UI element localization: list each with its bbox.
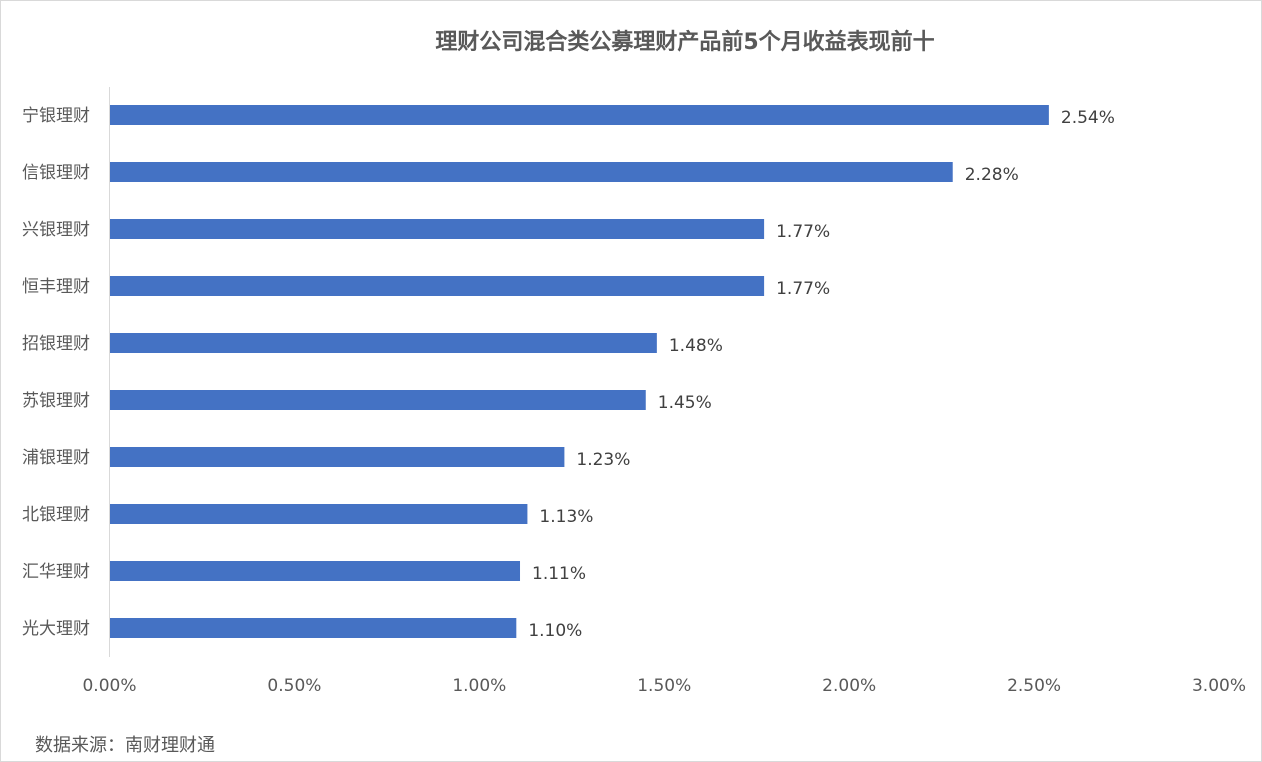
data-label: 1.77% — [776, 279, 830, 299]
data-label: 1.11% — [532, 564, 586, 584]
category-label: 北银理财 — [22, 505, 90, 525]
data-label: 1.48% — [669, 336, 723, 356]
bar — [110, 618, 517, 638]
bar — [110, 276, 765, 296]
bar — [110, 219, 765, 239]
bar — [110, 561, 521, 581]
category-label: 兴银理财 — [22, 220, 90, 240]
category-label: 信银理财 — [22, 163, 90, 183]
x-tick-label: 1.50% — [637, 676, 691, 696]
bar-chart: 理财公司混合类公募理财产品前5个月收益表现前十 宁银理财 2.54% 信银理财 2.2… — [22, 29, 1246, 696]
data-label: 1.23% — [576, 450, 630, 470]
category-label: 汇华理财 — [22, 562, 90, 582]
data-label: 1.77% — [776, 222, 830, 242]
data-label: 1.13% — [539, 507, 593, 527]
bar — [110, 390, 646, 410]
bar — [110, 105, 1049, 125]
x-tick-label: 2.50% — [1007, 676, 1061, 696]
category-label: 光大理财 — [22, 619, 90, 639]
x-tick-label: 2.00% — [822, 676, 876, 696]
bar — [110, 162, 953, 182]
source-note: 数据来源：南财理财通 — [35, 735, 215, 756]
category-label: 恒丰理财 — [22, 277, 90, 297]
data-label: 1.45% — [658, 393, 712, 413]
x-tick-label: 1.00% — [452, 676, 506, 696]
x-tick-label: 0.50% — [267, 676, 321, 696]
category-label: 招银理财 — [22, 334, 90, 354]
category-label: 苏银理财 — [22, 391, 90, 411]
data-label: 2.54% — [1061, 108, 1115, 128]
category-label: 宁银理财 — [22, 106, 90, 126]
data-label: 1.10% — [528, 621, 582, 641]
x-tick-label: 0.00% — [82, 676, 136, 696]
bar — [110, 333, 657, 353]
bar — [110, 504, 528, 524]
category-label: 浦银理财 — [22, 448, 90, 468]
chart-title: 理财公司混合类公募理财产品前5个月收益表现前十 — [435, 29, 934, 55]
x-tick-label: 3.00% — [1192, 676, 1246, 696]
bars-group: 宁银理财 2.54% 信银理财 2.28% 兴银理财 1.77% 恒丰理财 1.77% 招银理财… — [22, 105, 1115, 641]
bar — [110, 447, 565, 467]
data-label: 2.28% — [965, 165, 1019, 185]
